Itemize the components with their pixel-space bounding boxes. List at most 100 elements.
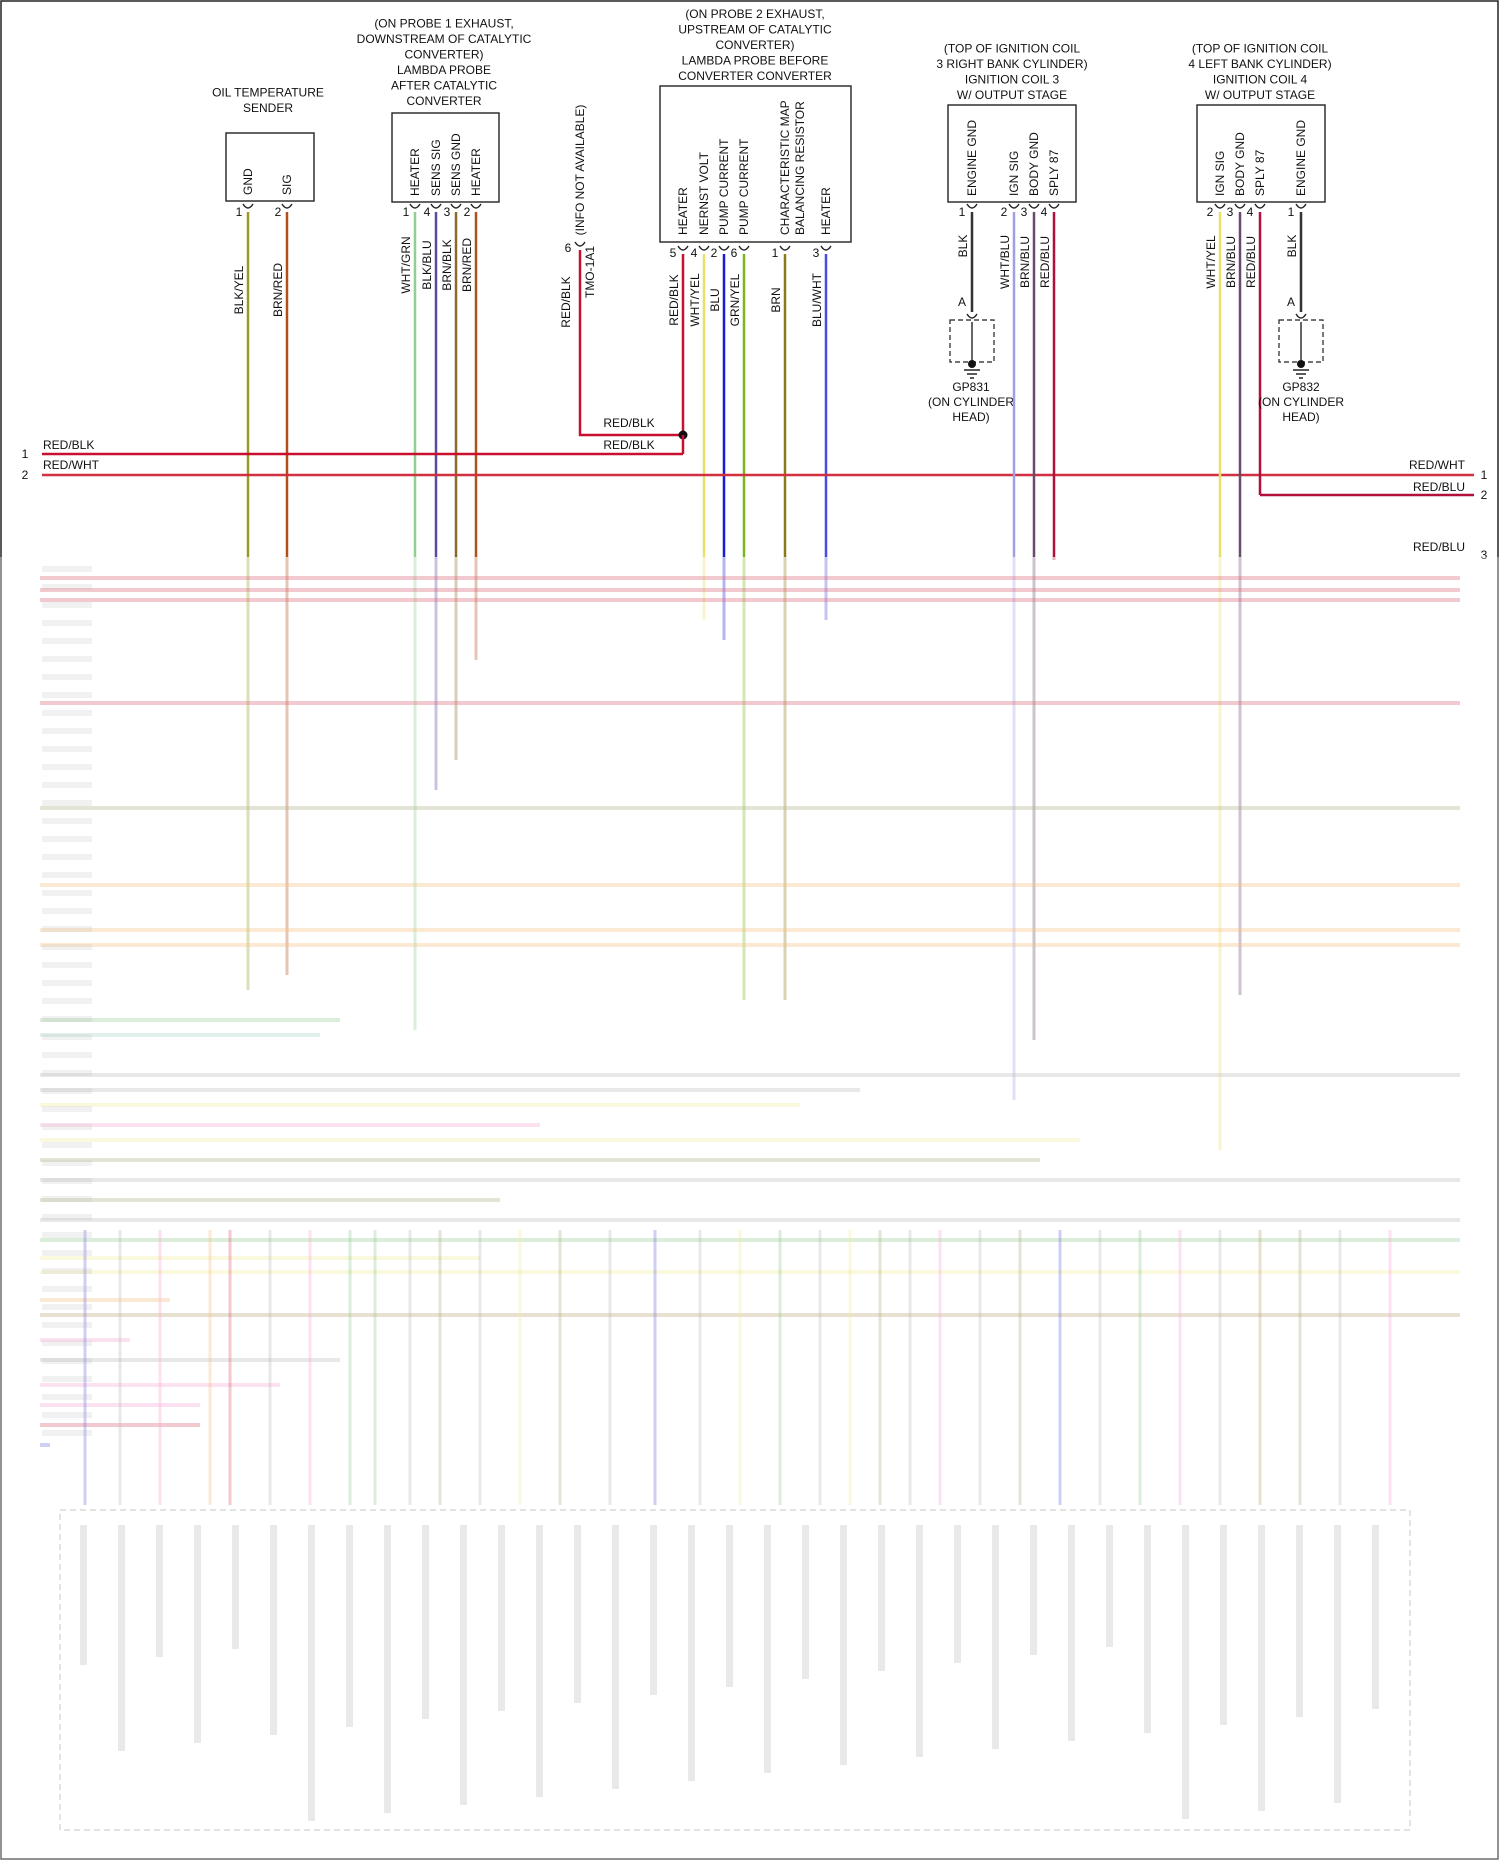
blurred-row-label xyxy=(42,908,92,914)
blurred-row-label xyxy=(42,1394,92,1400)
blurred-row-label xyxy=(42,620,92,626)
blurred-pin-text xyxy=(726,1525,733,1687)
ground-dot xyxy=(1297,360,1305,368)
lambda-probe-1-title-line: LAMBDA PROBE xyxy=(397,63,491,77)
blurred-row-label xyxy=(42,782,92,788)
lambda-1-pin-label: SENS GND xyxy=(449,133,463,196)
blurred-pin-text xyxy=(308,1525,315,1821)
blurred-row-label xyxy=(42,944,92,950)
ignition-coil-4-pin-num: 2 xyxy=(1207,205,1214,219)
wire-color-label: BRN xyxy=(769,287,783,312)
bus-line-number: 2 xyxy=(1481,488,1488,502)
blurred-row-label xyxy=(42,602,92,608)
control-unit-outline xyxy=(59,1509,1411,1831)
connector-pin-icon xyxy=(1234,203,1246,209)
connector-pin-icon xyxy=(242,203,254,209)
wire-color-label: GRN/YEL xyxy=(728,273,742,326)
ignition-coil-3-pin-label: ENGINE GND xyxy=(965,120,979,196)
ignition-coil-4-title-line: IGNITION COIL 4 xyxy=(1213,73,1308,87)
lambda-2-pin-num: 5 xyxy=(670,246,677,260)
blurred-row-label xyxy=(42,1196,92,1202)
blurred-pin-text xyxy=(1296,1525,1303,1717)
blurred-row-label xyxy=(42,710,92,716)
ignition-coil-4-pin-label: SPLY 87 xyxy=(1253,149,1267,196)
ignition-coil-4-title-line: (TOP OF IGNITION COIL xyxy=(1192,42,1329,56)
bus-line-number: 1 xyxy=(1481,468,1488,482)
blurred-row-label xyxy=(42,1034,92,1040)
blurred-row-label xyxy=(42,746,92,752)
lambda-2-pin-label: BALANCING RESISTOR xyxy=(793,101,807,235)
blurred-row-label xyxy=(42,1124,92,1130)
ignition-coil-4-box xyxy=(1196,104,1326,203)
blurred-row-label xyxy=(42,1232,92,1238)
lambda-2-pin-label: HEATER xyxy=(676,187,690,235)
wire-color-label: BLK xyxy=(1285,235,1299,258)
blurred-pin-text xyxy=(650,1525,657,1695)
connector-pin-icon xyxy=(738,245,750,251)
blurred-pin-text xyxy=(80,1525,87,1665)
lambda-probe-2-title-line: CONVERTER) xyxy=(715,38,794,52)
connector-pin-icon xyxy=(1254,203,1266,209)
connector-pin-icon xyxy=(966,313,978,319)
blurred-row-label xyxy=(42,1322,92,1328)
ignition-coil-3-pin-num: 3 xyxy=(1021,205,1028,219)
lambda-1-pin-num: 4 xyxy=(424,205,431,219)
oil-temp-pin-num: 1 xyxy=(236,205,243,219)
blurred-row-label xyxy=(42,1106,92,1112)
ignition-coil-3-pin-label: SPLY 87 xyxy=(1047,149,1061,196)
lambda-probe-1-title-line: CONVERTER) xyxy=(404,48,483,62)
blurred-pin-text xyxy=(764,1525,771,1773)
blurred-pin-text xyxy=(840,1525,847,1765)
lambda-probe-2-box xyxy=(659,85,852,243)
connector-pin-icon xyxy=(409,203,421,209)
bus-line-label: RED/BLU xyxy=(1413,480,1465,494)
ignition-coil-4-pin-label: ENGINE GND xyxy=(1294,120,1308,196)
lambda-1-pin-label: SENS SIG xyxy=(429,139,443,196)
ignition-coil-4-pin-num: 1 xyxy=(1288,205,1295,219)
blurred-row-label xyxy=(42,890,92,896)
blurred-pin-text xyxy=(954,1525,961,1663)
wire-color-label: WHT/BLU xyxy=(998,235,1012,289)
blurred-pin-text xyxy=(916,1525,923,1757)
oil-temp-sender-title-line: OIL TEMPERATURE xyxy=(212,86,324,100)
blurred-pin-text xyxy=(878,1525,885,1671)
blurred-row-label xyxy=(42,836,92,842)
connector-pin-icon xyxy=(966,203,978,209)
blurred-row-label xyxy=(42,1376,92,1382)
connector-pin-icon xyxy=(470,203,482,209)
wire-color-label: RED/BLK xyxy=(559,276,573,327)
blurred-row-label xyxy=(42,1160,92,1166)
ignition-coil-4-title-line: W/ OUTPUT STAGE xyxy=(1205,88,1315,102)
blurred-row-label xyxy=(42,1358,92,1364)
blurred-row-label xyxy=(42,800,92,806)
bus-line-label: RED/WHT xyxy=(43,458,100,472)
lambda-probe-2-title-line: CONVERTER CONVERTER xyxy=(678,69,832,83)
connector-pin-icon xyxy=(1048,203,1060,209)
bus-line-number: 3 xyxy=(1481,548,1488,562)
connector-pin-icon xyxy=(698,245,710,251)
connector-pin-icon xyxy=(820,245,832,251)
blurred-pin-text xyxy=(688,1525,695,1781)
ground-pin-label: A xyxy=(958,295,966,309)
blurred-pin-text xyxy=(156,1525,163,1657)
blurred-pin-text xyxy=(992,1525,999,1749)
blurred-row-label xyxy=(42,1178,92,1184)
ignition-coil-3-pin-label: BODY GND xyxy=(1027,132,1041,196)
lambda-2-pin-num: 3 xyxy=(813,246,820,260)
blurred-pin-text xyxy=(1106,1525,1113,1647)
ignition-coil-3-box xyxy=(947,104,1077,203)
lambda-2-pin-num: 4 xyxy=(691,246,698,260)
blurred-pin-text xyxy=(194,1525,201,1743)
blurred-row-label xyxy=(42,764,92,770)
ground-desc: (ON CYLINDER xyxy=(1258,395,1344,409)
connector-pin-icon xyxy=(281,203,293,209)
connector-pin-icon xyxy=(779,245,791,251)
blurred-row-label xyxy=(42,692,92,698)
wire-tmo-red-blk xyxy=(578,250,683,437)
oil-temp-pin-num: 2 xyxy=(275,205,282,219)
ignition-coil-3-pin-num: 4 xyxy=(1041,205,1048,219)
ignition-coil-3-pin-num: 2 xyxy=(1001,205,1008,219)
ignition-coil-3-pin-num: 1 xyxy=(959,205,966,219)
